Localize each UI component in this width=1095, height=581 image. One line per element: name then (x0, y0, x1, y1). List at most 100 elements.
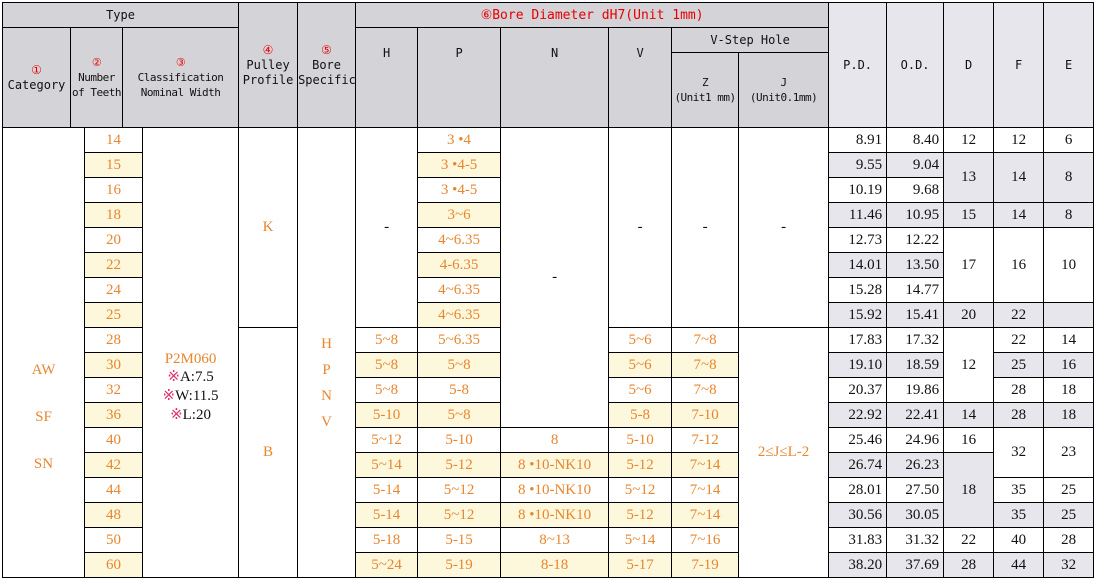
f-cell: 12 (993, 127, 1045, 153)
z-cell: 7~8 (671, 327, 740, 353)
p-cell: 4~6.35 (417, 302, 502, 328)
bore-diameter-header: ⑥Bore Diameter dH7(Unit 1mm) (355, 2, 830, 28)
teeth-cell: 20 (84, 227, 143, 253)
d-cell: 22 (943, 527, 995, 553)
n-cell: 8-18 (500, 552, 610, 578)
z-header: Z (Unit1 mm) (671, 52, 740, 128)
table-row: 50 5-18 5-15 8~13 5~14 7~16 31.83 31.32 22 40 28 (3, 527, 1095, 553)
n-cell: - (500, 127, 610, 428)
h-cell: 5~24 (355, 552, 419, 578)
p-cell: 3 •4-5 (417, 177, 502, 203)
n-header: N (500, 27, 610, 128)
f-cell: 14 (993, 202, 1045, 228)
bore-spec-value: V (321, 413, 332, 430)
d-cell: 14 (943, 402, 995, 428)
p-cell: 4-6.35 (417, 252, 502, 278)
e-cell: 10 (1043, 227, 1095, 303)
z-cell: 7~14 (671, 502, 740, 528)
pulley-profile-cell: B (238, 327, 299, 578)
v-cell: 5-12 (608, 452, 673, 478)
e-cell: 18 (1043, 377, 1095, 403)
h-cell: 5~8 (355, 352, 419, 378)
z-cell: 7~14 (671, 477, 740, 503)
h-cell: 5~8 (355, 327, 419, 353)
pulley-profile-cell: K (238, 127, 299, 328)
e-cell: 8 (1043, 202, 1095, 228)
classification-note: ※A:7.5 (144, 368, 238, 387)
v-cell: 5~14 (608, 527, 673, 553)
teeth-cell: 40 (84, 427, 143, 453)
e-cell: 23 (1043, 427, 1095, 478)
category-value: SF (35, 409, 52, 425)
v-cell: 5~12 (608, 477, 673, 503)
pd-cell: 28.01 (828, 477, 888, 503)
f-cell: 35 (993, 502, 1045, 528)
table-row: 22 4-6.35 14.01 13.50 (3, 252, 1094, 278)
od-cell: 19.86 (886, 377, 945, 403)
pd-cell: 15.28 (828, 277, 888, 303)
teeth-cell: 42 (84, 452, 143, 478)
p-cell: 4~6.35 (417, 277, 502, 303)
p-cell: 3 •4-5 (417, 152, 502, 178)
n-cell: 8 •10-NK10 (500, 477, 610, 503)
e-cell: 6 (1043, 127, 1095, 153)
d-cell: 28 (943, 552, 995, 578)
p-cell: 3 •4 (417, 127, 502, 153)
p-cell: 3~6 (417, 202, 502, 228)
h-cell: - (355, 127, 419, 328)
od-cell: 9.04 (886, 152, 945, 178)
f-cell: 40 (993, 527, 1045, 553)
od-header: O.D. (886, 2, 945, 128)
teeth-cell: 44 (84, 477, 143, 503)
classification-note: ※L:20 (144, 406, 238, 425)
teeth-cell: 36 (84, 402, 143, 428)
pd-cell: 17.83 (828, 327, 888, 353)
pd-cell: 11.46 (828, 202, 888, 228)
table-row: 32 5~8 5-8 5~6 7~8 20.37 19.86 28 18 (3, 377, 1095, 403)
p-header: P (417, 27, 502, 128)
classification-note: ※W:11.5 (144, 387, 238, 406)
teeth-cell: 32 (84, 377, 143, 403)
od-cell: 17.32 (886, 327, 945, 353)
f-cell: 32 (993, 427, 1045, 478)
h-cell: 5~14 (355, 452, 419, 478)
classification-code: P2M060 (164, 350, 217, 367)
od-cell: 15.41 (886, 302, 945, 328)
table-row: 40 5~12 5-10 8 5-10 7-12 25.46 24.96 16 32 23 (3, 427, 1095, 478)
table-row: 15 3 •4-5 9.55 9.04 13 14 8 (3, 152, 1095, 203)
f-cell: 22 (993, 302, 1045, 328)
od-cell: 13.50 (886, 252, 945, 278)
p-cell: 5-15 (417, 527, 502, 553)
note-text: L:20 (182, 406, 211, 423)
teeth-header: ② Number of Teeth (70, 27, 123, 128)
teeth-cell: 16 (84, 177, 143, 203)
v-step-hole-header: V-Step Hole (671, 27, 830, 53)
table-row: 60 5~24 5-19 8-18 5-17 7-19 38.20 37.69 28 44 32 (3, 552, 1095, 578)
p-cell: 5-19 (417, 552, 502, 578)
p-cell: 5-8 (417, 377, 502, 403)
e-cell: 14 (1043, 327, 1095, 353)
z-cell: 7~8 (671, 352, 740, 378)
e-cell: 16 (1043, 352, 1095, 378)
od-cell: 12.22 (886, 227, 945, 253)
e-cell: 25 (1043, 477, 1095, 503)
n-cell: 8 (500, 427, 610, 453)
h-cell: 5-18 (355, 527, 419, 553)
category-cell: AW SF SN (2, 127, 85, 578)
d-cell: 15 (943, 202, 995, 228)
od-cell: 27.50 (886, 477, 945, 503)
od-cell: 18.59 (886, 352, 945, 378)
p-cell: 5~12 (417, 502, 502, 528)
category-value: AW (31, 362, 56, 378)
type-header: Type (1, 2, 240, 28)
z-cell: 7~16 (671, 527, 740, 553)
pd-header: P.D. (828, 2, 888, 128)
classification-cell: P2M060 ※A:7.5 ※W:11.5 ※L:20 (141, 127, 240, 578)
category-value: SN (33, 456, 54, 472)
e-cell: 8 (1043, 152, 1095, 203)
z-cell: 7-10 (671, 402, 740, 428)
pd-cell: 8.91 (828, 127, 888, 153)
table-row: 44 5-14 5~12 8 •10-NK10 5~12 7~14 28.01 27.50 35… (3, 477, 1095, 503)
d-cell: 12 (943, 327, 995, 403)
